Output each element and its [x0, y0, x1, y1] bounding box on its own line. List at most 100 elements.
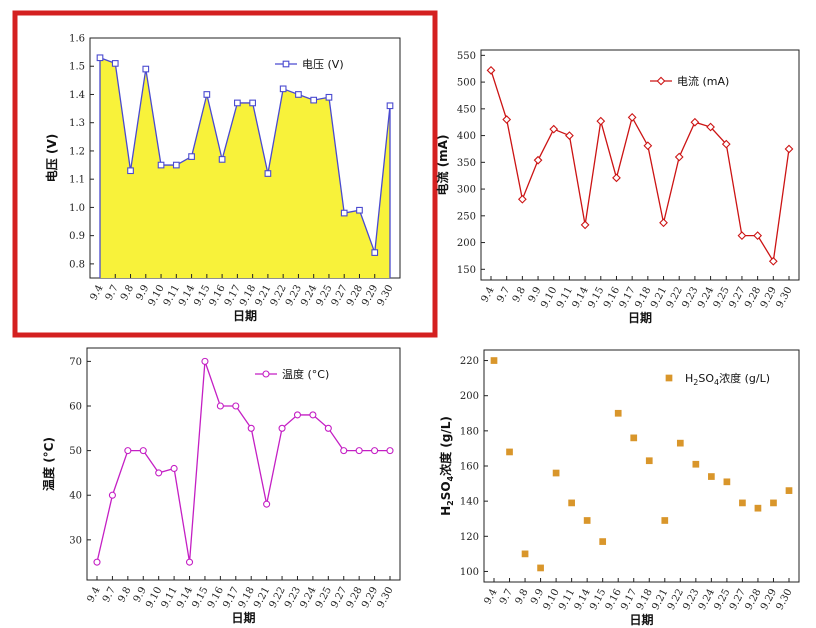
data-point: [324, 424, 332, 432]
legend: 温度 (°C): [255, 367, 329, 381]
data-point: [371, 447, 379, 455]
series-line: [490, 70, 790, 264]
plot-frame: [480, 49, 800, 281]
data-point: [721, 139, 731, 149]
x-tick-label: 9.30: [375, 585, 395, 610]
data-point: [232, 402, 240, 410]
y-tick-label: 300: [457, 185, 476, 196]
data-point: [263, 500, 271, 508]
data-point: [537, 564, 544, 572]
data-point: [108, 491, 116, 499]
y-tick-label: 140: [460, 497, 479, 508]
data-point: [770, 499, 777, 507]
data-point: [234, 99, 241, 107]
x-tick-label: 9.8: [514, 587, 531, 606]
legend-marker: [282, 60, 290, 68]
data-point: [139, 447, 147, 455]
acid-concentration-chart: 1001201401601802002209.49.79.89.99.109.1…: [438, 349, 800, 627]
data-point: [753, 231, 763, 240]
legend-label: 温度 (°C): [282, 367, 329, 381]
y-axis-label: 温度 (°C): [41, 437, 56, 491]
x-axis-label: 日期: [628, 310, 652, 325]
data-point: [203, 91, 211, 98]
data-point: [723, 478, 731, 486]
data-point: [737, 231, 747, 240]
x-tick-label: 9.8: [116, 585, 133, 604]
legend: H2SO4浓度 (g/L): [665, 371, 770, 387]
data-point: [386, 102, 394, 110]
series-line: [99, 57, 391, 253]
x-tick-label: 9.7: [498, 587, 515, 606]
data-point: [185, 558, 194, 566]
data-point: [614, 409, 622, 417]
x-tick-label: 9.4: [85, 585, 102, 604]
x-tick-label: 9.8: [119, 283, 136, 302]
data-point: [568, 499, 575, 507]
data-point: [659, 218, 668, 228]
data-point: [596, 116, 606, 126]
data-point: [216, 402, 224, 410]
data-point: [249, 99, 256, 107]
current-chart: 1502002503003504004505005509.49.79.89.99…: [435, 49, 800, 325]
legend-marker: [656, 76, 666, 86]
data-point: [309, 411, 317, 419]
x-axis-label: 日期: [629, 612, 653, 627]
data-point: [645, 457, 653, 465]
y-tick-label: 150: [457, 265, 476, 276]
data-point: [340, 447, 348, 455]
legend-marker: [665, 374, 673, 382]
data-point: [692, 460, 700, 468]
y-tick-label: 160: [460, 462, 479, 473]
y-tick-label: 200: [460, 391, 479, 402]
x-tick-label: 9.30: [375, 283, 395, 308]
data-point: [310, 96, 318, 104]
y-axis-label: 电流 (mA): [435, 135, 450, 196]
data-point: [580, 220, 590, 230]
data-point: [643, 141, 653, 151]
x-tick-label: 9.7: [104, 283, 121, 302]
y-tick-label: 250: [457, 211, 476, 222]
data-point: [170, 464, 178, 473]
data-point: [490, 357, 498, 364]
legend-marker: [262, 370, 270, 378]
y-tick-label: 400: [457, 131, 476, 142]
data-point: [293, 411, 302, 419]
x-tick-label: 9.8: [511, 285, 528, 304]
data-point: [661, 517, 669, 524]
data-point: [506, 448, 513, 456]
y-tick-label: 70: [69, 357, 82, 368]
data-point: [96, 54, 104, 62]
data-point: [583, 517, 591, 524]
data-point: [708, 473, 715, 480]
y-tick-label: 1.0: [69, 203, 85, 214]
x-tick-label: 9.30: [774, 285, 794, 310]
data-point: [247, 424, 255, 432]
data-point: [111, 60, 119, 67]
y-tick-label: 200: [457, 238, 476, 249]
data-point: [188, 153, 195, 160]
y-tick-label: 0.8: [69, 259, 85, 270]
x-axis-label: 日期: [231, 610, 255, 625]
data-point: [157, 161, 165, 169]
x-tick-label: 9.7: [495, 285, 512, 304]
y-tick-label: 1.1: [69, 175, 85, 186]
legend-label: 电流 (mA): [677, 74, 729, 88]
y-tick-label: 1.2: [69, 146, 85, 157]
plot-frame: [86, 347, 401, 581]
data-point: [279, 85, 287, 93]
data-point: [784, 144, 794, 154]
data-point: [517, 194, 527, 204]
data-point: [155, 469, 163, 477]
data-point: [486, 65, 496, 75]
y-tick-label: 350: [457, 158, 476, 169]
x-tick-label: 9.4: [479, 285, 496, 304]
data-point: [676, 439, 684, 447]
data-point: [355, 447, 363, 455]
legend-label: H2SO4浓度 (g/L): [685, 371, 770, 387]
data-point: [627, 113, 637, 122]
data-point: [264, 170, 272, 177]
data-point: [201, 357, 209, 365]
data-point: [127, 167, 134, 175]
data-point: [371, 249, 379, 256]
data-point: [340, 209, 348, 217]
